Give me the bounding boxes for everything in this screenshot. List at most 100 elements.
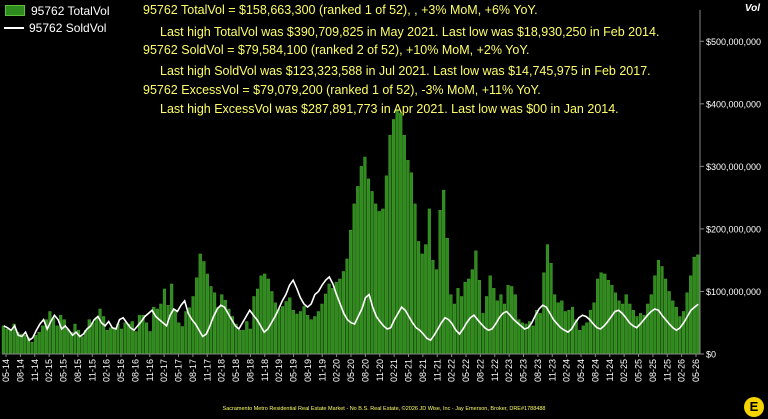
bar — [102, 316, 106, 355]
bar — [87, 319, 91, 355]
bar — [170, 283, 174, 355]
bar — [542, 272, 546, 355]
bar — [281, 306, 285, 355]
bar — [492, 288, 496, 355]
bar — [241, 330, 245, 355]
x-tick-label: 02-15 — [44, 359, 54, 382]
bar — [535, 310, 539, 355]
x-tick-label: 08-21 — [418, 359, 428, 382]
x-tick-label: 05-19 — [289, 359, 299, 382]
x-tick-label: 08-24 — [590, 359, 600, 382]
bar — [359, 166, 363, 355]
x-tick-label: 02-20 — [332, 359, 342, 382]
x-tick-label: 02-21 — [389, 359, 399, 382]
bar — [635, 316, 639, 355]
bar — [402, 134, 406, 355]
bar — [538, 313, 542, 355]
bar — [363, 156, 367, 355]
bar — [606, 280, 610, 355]
bar — [349, 230, 353, 355]
bar — [578, 330, 582, 355]
bar — [377, 211, 381, 355]
annotation-totalvol: 95762 TotalVol = $158,663,300 (ranked 1 … — [143, 3, 538, 17]
bar — [62, 319, 66, 355]
bar — [127, 323, 131, 355]
bar — [603, 273, 607, 355]
bar — [202, 261, 206, 355]
bar — [309, 319, 313, 355]
bar — [295, 313, 299, 355]
x-tick-label: 11-16 — [145, 359, 155, 381]
bar — [180, 326, 184, 355]
bar — [438, 209, 442, 355]
x-tick-label: 08-15 — [73, 359, 83, 382]
bar — [374, 203, 378, 355]
bar — [109, 327, 113, 355]
bar — [91, 322, 95, 355]
x-tick-label: 05-16 — [116, 359, 126, 382]
bar — [345, 258, 349, 355]
footer-credit: Sacramento Metro Residential Real Estate… — [222, 406, 546, 412]
bar — [259, 275, 263, 355]
bar — [621, 303, 625, 355]
bar — [613, 292, 618, 355]
x-tick-label: 08-18 — [245, 359, 255, 382]
y-tick-label: $0 — [706, 350, 716, 360]
bar — [173, 310, 177, 355]
bar — [213, 292, 217, 355]
bar — [485, 296, 489, 355]
bar — [298, 311, 303, 355]
bar — [134, 331, 138, 355]
bar — [320, 303, 324, 355]
x-tick-label: 02-24 — [562, 359, 572, 382]
brand-logo: E — [744, 397, 764, 417]
bar — [331, 288, 335, 355]
bar — [130, 321, 134, 355]
bar — [553, 294, 557, 355]
bar — [488, 275, 492, 355]
bar — [631, 310, 635, 355]
bar — [162, 288, 167, 355]
bar — [59, 315, 63, 355]
bar — [356, 186, 360, 355]
x-tick-label: 08-22 — [475, 359, 485, 382]
x-tick-label: 02-26 — [677, 359, 687, 382]
x-tick-label: 11-14 — [30, 359, 40, 381]
bar — [463, 281, 467, 355]
bar — [588, 310, 592, 355]
bar — [66, 328, 70, 355]
x-tick-label: 05-23 — [519, 359, 529, 382]
bar — [570, 306, 575, 355]
bar — [316, 311, 320, 355]
bar — [628, 303, 632, 355]
bar — [474, 250, 478, 355]
legend-swatch-line — [4, 26, 24, 29]
x-tick-label: 02-25 — [619, 359, 629, 382]
bar — [195, 277, 199, 355]
bar — [653, 275, 657, 355]
bar — [545, 244, 550, 355]
y-tick-label: $500,000,000 — [706, 37, 761, 47]
bar — [288, 297, 292, 355]
bar — [94, 317, 98, 355]
bar — [137, 315, 141, 355]
bar — [205, 273, 209, 355]
bar — [352, 203, 356, 355]
x-tick-label: 11-20 — [375, 359, 385, 381]
bar — [245, 321, 249, 355]
x-tick-label: 08-14 — [15, 359, 25, 382]
bar — [531, 325, 535, 355]
x-tick-label: 05-17 — [174, 359, 184, 382]
bar — [51, 317, 56, 355]
x-tick-label: 11-22 — [490, 359, 500, 381]
bar — [431, 260, 435, 355]
bar — [549, 263, 553, 355]
bar — [327, 283, 331, 355]
bar — [184, 311, 188, 355]
bar — [592, 302, 596, 355]
y-tick-label: $400,000,000 — [706, 99, 761, 109]
bar — [291, 310, 295, 355]
x-tick-label: 05-26 — [691, 359, 701, 382]
bar — [277, 308, 281, 355]
x-tick-label: 08-17 — [188, 359, 198, 382]
